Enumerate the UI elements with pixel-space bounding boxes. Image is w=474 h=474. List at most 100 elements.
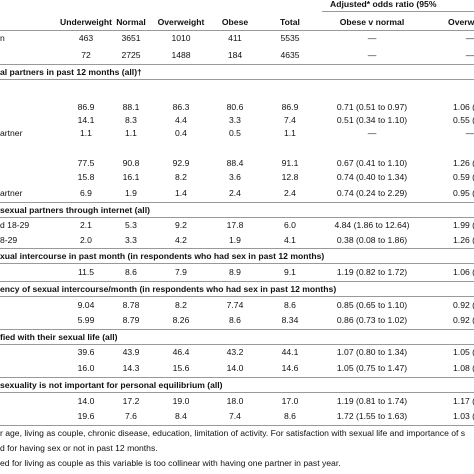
section-label: fied with their sexual life (all)	[0, 332, 118, 342]
cell: 8.9	[229, 267, 241, 277]
cell: 0.71 (0.51 to 0.97)	[336, 102, 408, 112]
cell: 14.6	[281, 363, 299, 373]
section-label: xual intercourse in past month (in respo…	[0, 251, 325, 261]
rule	[0, 425, 474, 426]
cell: 14.0	[226, 363, 244, 373]
cell: 12.8	[281, 172, 299, 182]
column-header: Overweigh	[448, 17, 474, 27]
cell: 4635	[280, 50, 300, 60]
cell: 1.1	[80, 128, 92, 138]
cell: 2.1	[80, 220, 92, 230]
cell: —	[367, 33, 377, 43]
rule	[0, 30, 474, 31]
cell: 4.2	[175, 235, 187, 245]
cell: —	[465, 33, 474, 43]
cell: 0.92 (0.7	[453, 300, 474, 310]
cell: —	[465, 50, 474, 60]
cell: 8.6	[284, 300, 296, 310]
cell: 1.9	[125, 188, 137, 198]
cell: 1.26 (0.9	[453, 158, 474, 168]
cell: 3651	[121, 33, 141, 43]
cell: 7.6	[125, 411, 137, 421]
column-header: Total	[280, 17, 300, 27]
rule	[0, 64, 474, 65]
column-header: Overweight	[157, 17, 205, 27]
cell: 3.6	[229, 172, 241, 182]
section-label: al partners in past 12 months (all)†	[0, 67, 142, 77]
cell: 7.74	[226, 300, 244, 310]
cell: 4.84 (1.86 to 12.64)	[334, 220, 410, 230]
cell: —	[465, 128, 474, 138]
cell: 14.0	[77, 396, 95, 406]
cell: 1488	[171, 50, 191, 60]
rule	[0, 248, 474, 249]
cell: 2.4	[284, 188, 296, 198]
cell: 6.9	[80, 188, 92, 198]
cell: 80.6	[226, 102, 244, 112]
cell: 0.86 (0.73 to 1.02)	[336, 315, 408, 325]
cell: 8.2	[175, 300, 187, 310]
cell: 17.0	[281, 396, 299, 406]
cell: 1.07 (0.80 to 1.34)	[336, 347, 408, 357]
rule	[0, 281, 474, 282]
cell: 9.2	[175, 220, 187, 230]
rule	[0, 296, 474, 297]
cell: 5535	[280, 33, 300, 43]
cell: 43.9	[122, 347, 140, 357]
cell: 1.26 (0.6	[453, 235, 474, 245]
cell: 3.3	[229, 115, 241, 125]
cell: 0.59 (0.4	[453, 172, 474, 182]
cell: 8.4	[175, 411, 187, 421]
cell: 0.95 (0.5	[453, 188, 474, 198]
cell: 17.2	[122, 396, 140, 406]
footnote: ed for living as couple as this variable…	[0, 458, 341, 468]
cell: 5.99	[77, 315, 95, 325]
row-label: artner	[0, 188, 23, 198]
column-header: Normal	[116, 17, 146, 27]
cell: 0.85 (0.65 to 1.10)	[336, 300, 408, 310]
cell: 16.0	[77, 363, 95, 373]
cell: 44.1	[281, 347, 299, 357]
rule	[0, 217, 474, 218]
rule	[0, 392, 474, 393]
cell: 1.19 (0.82 to 1.72)	[336, 267, 408, 277]
section-label: sexual partners through internet (all)	[0, 205, 150, 215]
cell: 90.8	[122, 158, 140, 168]
rule	[0, 202, 474, 203]
cell: 17.8	[226, 220, 244, 230]
cell: 8.26	[172, 315, 190, 325]
cell: 8.6	[125, 267, 137, 277]
cell: 88.4	[226, 158, 244, 168]
cell: 0.67 (0.41 to 1.10)	[336, 158, 408, 168]
cell: 4.4	[175, 115, 187, 125]
cell: —	[367, 128, 377, 138]
row-label: 8-29	[0, 235, 18, 245]
cell: 14.3	[122, 363, 140, 373]
cell: 0.51 (0.34 to 1.10)	[336, 115, 408, 125]
cell: 0.55 (0.3	[453, 115, 474, 125]
cell: 15.8	[77, 172, 95, 182]
cell: 72	[81, 50, 91, 60]
cell: 1.99 (0.9	[453, 220, 474, 230]
cell: 88.1	[122, 102, 140, 112]
row-label: d 18-29	[0, 220, 30, 230]
cell: 1.17 (0.9	[453, 396, 474, 406]
cell: 18.0	[226, 396, 244, 406]
cell: 11.5	[77, 267, 95, 277]
cell: 92.9	[172, 158, 190, 168]
rule	[0, 344, 474, 345]
cell: —	[367, 50, 377, 60]
cell: 411	[228, 33, 242, 43]
footnote: r age, living as couple, chronic disease…	[0, 428, 466, 438]
cell: 14.1	[77, 115, 95, 125]
cell: 1.1	[125, 128, 137, 138]
cell: 3.3	[125, 235, 137, 245]
cell: 0.92 (0.8	[453, 315, 474, 325]
cell: 86.9	[281, 102, 299, 112]
column-header: Underweight	[60, 17, 113, 27]
rule	[0, 263, 474, 264]
cell: 8.78	[122, 300, 140, 310]
cell: 8.3	[125, 115, 137, 125]
cell: 19.0	[172, 396, 190, 406]
